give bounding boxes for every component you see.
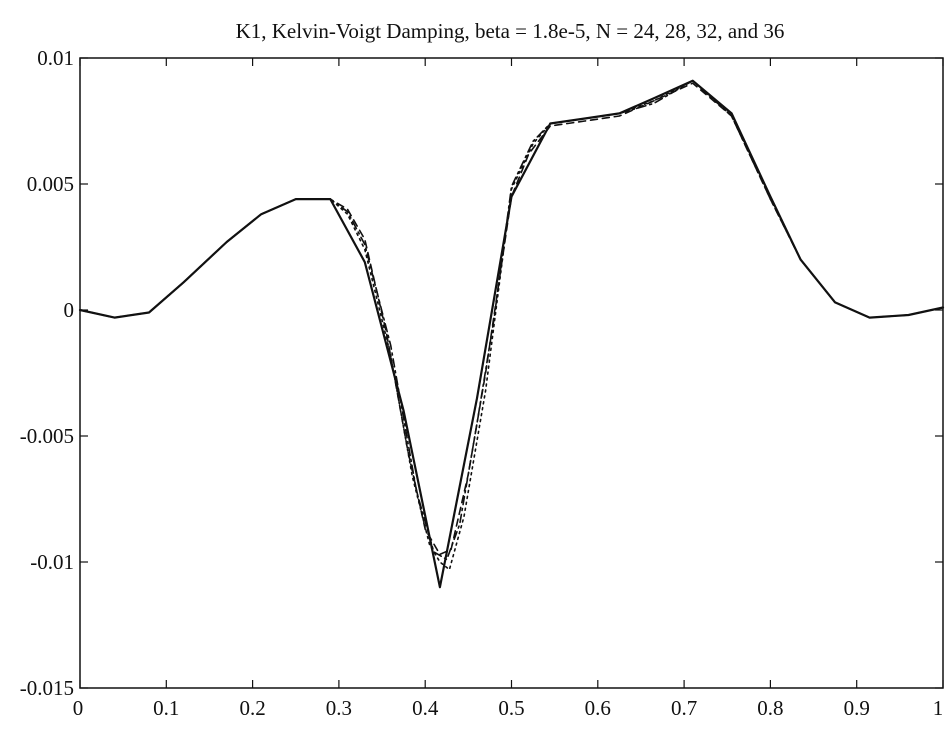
y-tick-label: 0.005 <box>27 172 74 196</box>
x-tick-label: 0 <box>73 696 84 720</box>
x-tick-label: 1 <box>933 696 944 720</box>
x-tick-label: 0.8 <box>757 696 783 720</box>
series-line-dotted <box>79 79 944 571</box>
y-tick-label: -0.01 <box>30 550 74 574</box>
x-tick-label: 0.1 <box>153 696 179 720</box>
chart-title: K1, Kelvin-Voigt Damping, beta = 1.8e-5,… <box>236 19 785 43</box>
x-tick-label: 0.5 <box>498 696 524 720</box>
x-tick-label: 0.2 <box>239 696 265 720</box>
series-lines <box>78 79 945 589</box>
x-tick-label: 0.4 <box>412 696 439 720</box>
series-line-solid <box>78 79 945 589</box>
y-tick-label: -0.015 <box>20 676 74 700</box>
x-tick-label: 0.7 <box>671 696 697 720</box>
y-tick-label: 0.01 <box>37 46 74 70</box>
axis-ticks: 0 0.1 0.2 0.3 0.4 0.5 0.6 0.7 0.8 0.9 10.010.0050-… <box>20 46 944 720</box>
series-line-dashdot <box>79 79 944 561</box>
series-line-dashed <box>79 82 944 556</box>
y-tick-label: 0 <box>64 298 75 322</box>
x-tick-label: 0.6 <box>585 696 611 720</box>
y-tick-label: -0.005 <box>20 424 74 448</box>
plot-frame <box>79 57 944 689</box>
x-tick-label: 0.9 <box>844 696 870 720</box>
x-tick-label: 0.3 <box>326 696 352 720</box>
